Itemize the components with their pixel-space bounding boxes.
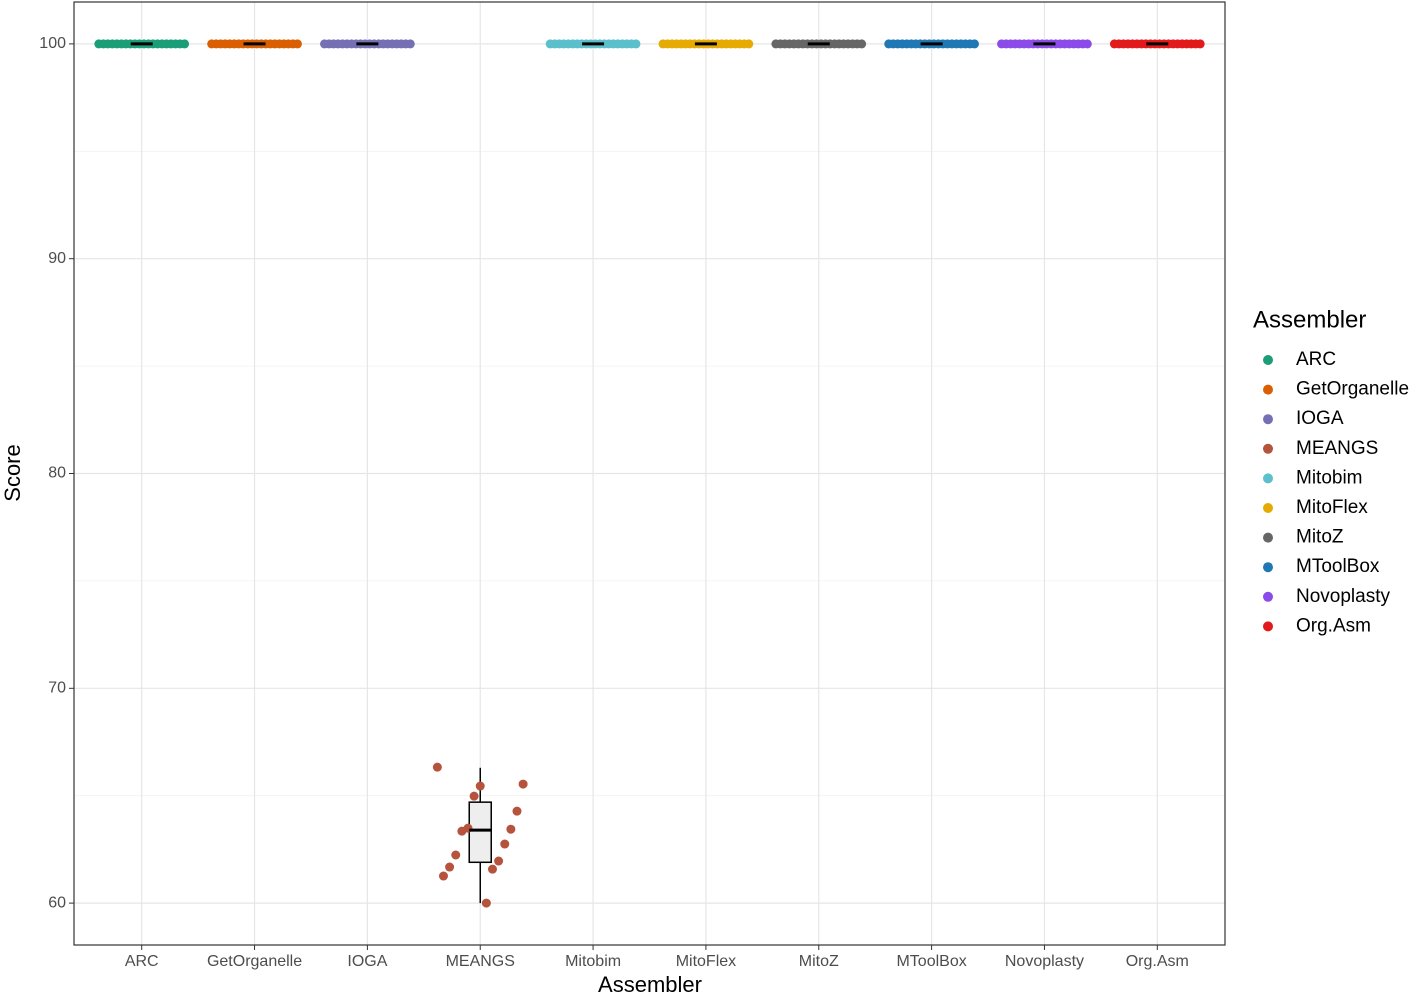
data-point (685, 39, 695, 49)
data-point (942, 39, 952, 49)
legend-label: MToolBox (1296, 556, 1380, 577)
data-point (234, 39, 244, 49)
data-point (405, 39, 415, 49)
data-point (469, 791, 479, 801)
data-point (1195, 39, 1205, 49)
data-point (265, 39, 275, 49)
data-point (1136, 39, 1146, 49)
data-point (744, 39, 754, 49)
data-point (969, 39, 979, 49)
legend-marker (1263, 355, 1273, 365)
legend-marker (1263, 532, 1273, 543)
data-point (1082, 39, 1092, 49)
data-point (500, 839, 510, 849)
data-point (1055, 39, 1065, 49)
y-axis-label: Score (0, 444, 25, 501)
data-point (604, 39, 614, 49)
data-point (451, 850, 461, 860)
data-point (857, 39, 867, 49)
legend-marker (1263, 621, 1273, 632)
legend-label: MitoZ (1296, 527, 1344, 548)
legend-marker (1263, 473, 1273, 484)
data-point (911, 39, 921, 49)
legend-marker (1263, 503, 1273, 513)
x-tick-label: Novoplasty (1005, 953, 1084, 970)
legend-label: GetOrganelle (1296, 379, 1409, 400)
y-tick-label: 60 (48, 894, 66, 911)
data-point (438, 871, 448, 881)
legend-marker (1263, 414, 1273, 425)
data-point (347, 39, 357, 49)
x-tick-label: ARC (125, 953, 159, 970)
legend-label: IOGA (1296, 408, 1344, 429)
legend-marker (1263, 384, 1273, 395)
x-tick-label: MitoFlex (676, 953, 736, 970)
data-point (432, 762, 442, 772)
data-point (475, 781, 485, 791)
y-tick-label: 100 (39, 35, 66, 52)
data-point (830, 39, 840, 49)
legend-label: MEANGS (1296, 438, 1378, 459)
legend-label: Mitobim (1296, 467, 1363, 488)
legend-marker (1263, 443, 1273, 454)
data-point (180, 39, 190, 49)
x-tick-label: Org.Asm (1126, 953, 1189, 970)
x-tick-label: MToolBox (896, 953, 966, 970)
data-point (572, 39, 582, 49)
y-tick-label: 70 (48, 680, 66, 697)
x-tick-label: MEANGS (446, 953, 515, 970)
data-point (121, 39, 131, 49)
data-point (717, 39, 727, 49)
x-tick-label: MitoZ (799, 953, 839, 970)
legend-marker (1263, 591, 1273, 602)
legend-label: ARC (1296, 349, 1336, 370)
data-point (457, 826, 467, 836)
data-point (153, 39, 163, 49)
data-point (518, 779, 528, 789)
data-point (445, 862, 455, 872)
data-point (494, 856, 504, 866)
x-axis-label: Assembler (598, 972, 702, 997)
data-point (512, 806, 522, 816)
legend-title: Assembler (1253, 306, 1366, 333)
legend-marker (1263, 562, 1273, 573)
x-tick-label: Mitobim (565, 953, 621, 970)
panel-border (73, 1, 1226, 946)
legend-label: MitoFlex (1296, 497, 1368, 518)
data-point (631, 39, 641, 49)
data-point (506, 824, 516, 834)
data-point (481, 898, 491, 908)
data-point (378, 39, 388, 49)
x-tick-label: GetOrganelle (207, 953, 302, 970)
data-point (292, 39, 302, 49)
legend-label: Novoplasty (1296, 586, 1390, 607)
legend-label: Org.Asm (1296, 615, 1371, 636)
data-point (798, 39, 808, 49)
x-tick-label: IOGA (347, 953, 387, 970)
data-point (1024, 39, 1034, 49)
data-point (487, 864, 497, 874)
box (468, 801, 492, 864)
data-point (1168, 39, 1178, 49)
y-tick-label: 80 (48, 465, 66, 482)
y-tick-label: 90 (48, 250, 66, 267)
